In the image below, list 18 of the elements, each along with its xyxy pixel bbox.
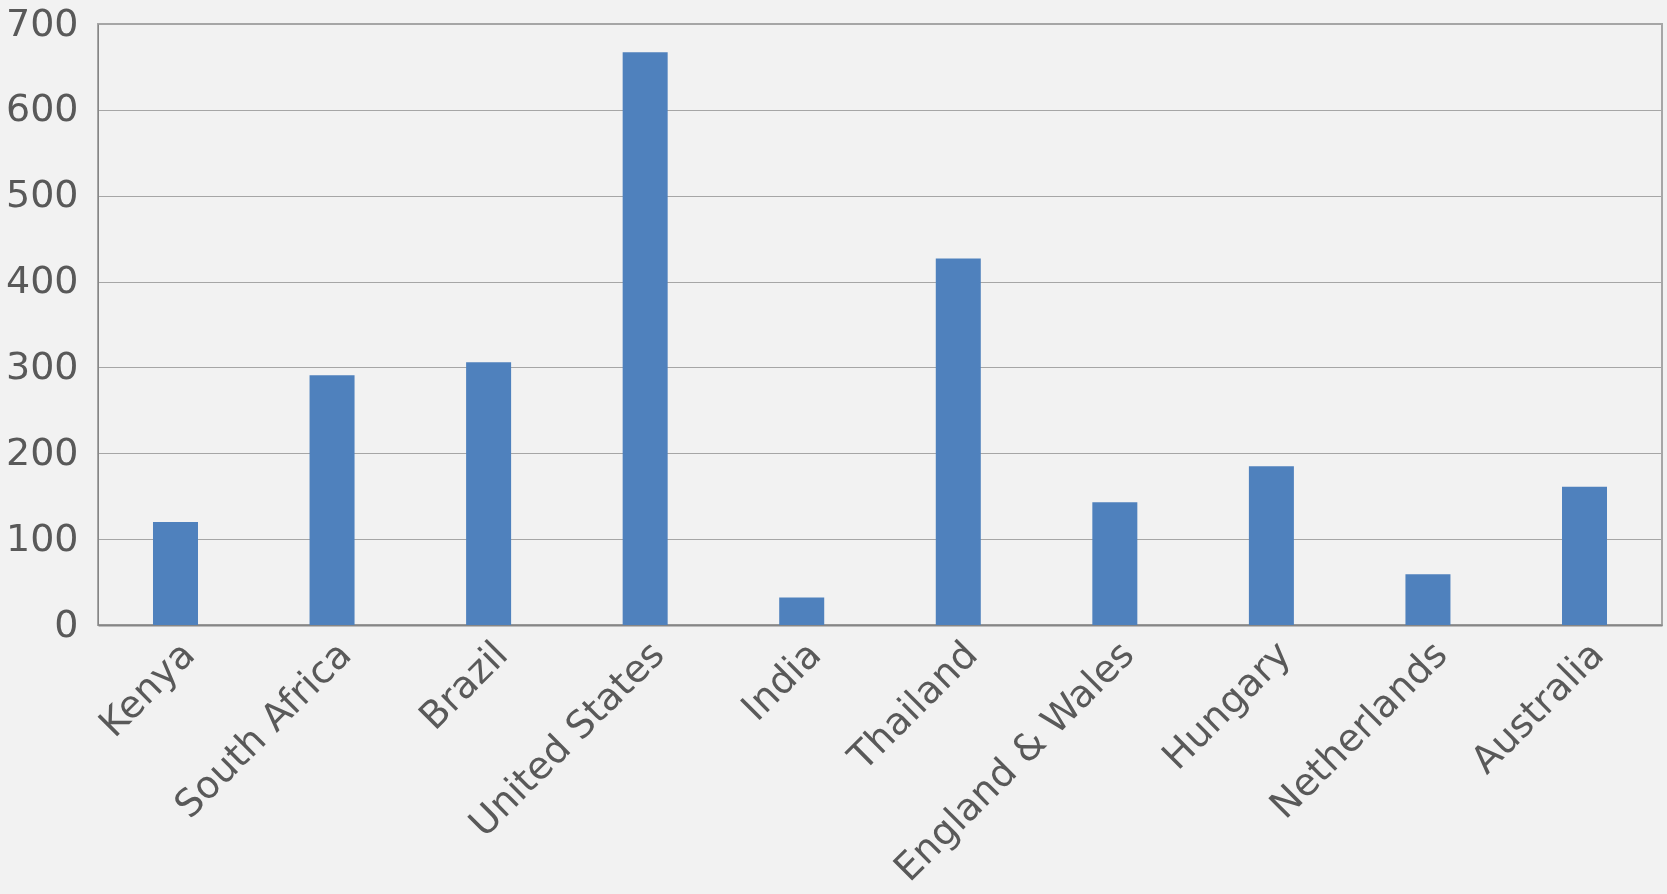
bar [1405, 574, 1451, 625]
bar [935, 258, 981, 625]
y-tick-label: 200 [5, 429, 79, 474]
bar [779, 597, 825, 625]
bar [1248, 466, 1294, 625]
y-tick-label: 500 [5, 172, 79, 217]
y-tick-label: 0 [54, 601, 79, 646]
bar [622, 52, 668, 625]
bar [309, 375, 355, 625]
y-tick-label: 600 [5, 86, 79, 131]
y-tick-label: 300 [5, 343, 79, 388]
bar [153, 521, 198, 625]
y-tick-label: 100 [5, 515, 79, 560]
bar [1092, 502, 1138, 625]
bar [466, 362, 512, 625]
y-tick-label: 400 [5, 258, 79, 303]
y-tick-label: 700 [5, 0, 79, 45]
bar [1562, 486, 1607, 625]
